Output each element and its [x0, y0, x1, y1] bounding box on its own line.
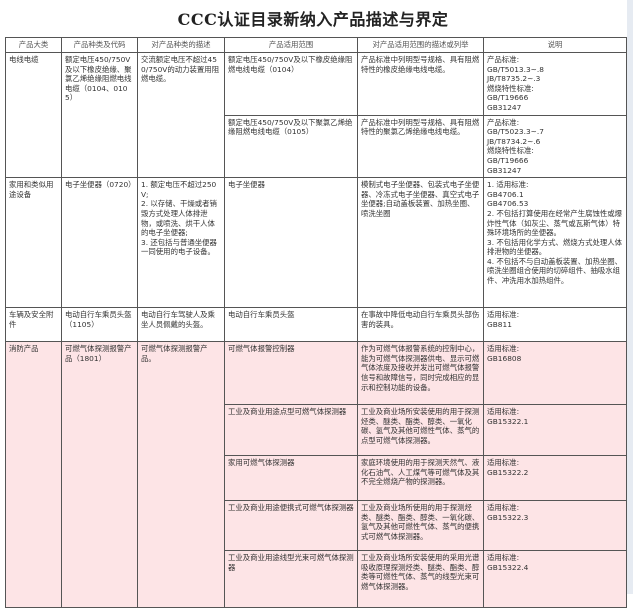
scope-description-cell: 家庭环境使用的用于探测天然气、液化石油气、人工煤气等可燃气体及其不完全燃烧产物的…: [357, 455, 484, 502]
notes-cell: 适用标准: GB811: [483, 307, 627, 343]
header-row: 产品大类 产品种类及代码 对产品种类的描述 产品适用范围 对产品适用范围的描述或列举 说明: [5, 37, 627, 53]
scope-cell: 电子坐便器: [224, 177, 358, 309]
scope-cell: 电动自行车乘员头盔: [224, 307, 358, 343]
column-header: 对产品适用范围的描述或列举: [357, 37, 484, 53]
scope-cell: 可燃气体报警控制器: [224, 341, 358, 406]
description-cell: 电动自行车驾驶人及乘坐人员佩戴的头盔。: [137, 307, 225, 343]
table-row: 工业及商业用途便携式可燃气体探测器 工业及商业场所使用的用于探测烃类、醚类、酯类、…: [6, 500, 627, 552]
notes-cell: 适用标准: GB15322.4: [483, 550, 627, 608]
description-cell: 1. 额定电压不超过250V; 2. 以存储、干燥或者销毁方式处理人体排泄物，或…: [137, 177, 225, 309]
notes-cell: 产品标准: GB/T5023.3~.7 JB/T8734.2~.6 燃烧特性标准…: [483, 114, 627, 179]
scrollbar-track[interactable]: [627, 0, 633, 594]
table-row: 工业及商业用途点型可燃气体探测器 工业及商业场所安装使用的用于探测烃类、醚类、酯类…: [6, 404, 627, 457]
category-cell: 家用和类似用途设备: [5, 177, 62, 309]
scope-description-cell: 产品标准中列明型号规格、具有阻燃特性的聚氯乙烯绝缘电线电缆。: [357, 114, 484, 179]
scope-cell: 工业及商业用途线型光束可燃气体探测器: [224, 550, 358, 608]
column-header: 产品适用范围: [224, 37, 358, 53]
column-header: 说明: [483, 37, 627, 53]
category-cell: 车辆及安全附件: [5, 307, 62, 343]
description-cell: 交流额定电压不超过450/750V的动力装置用阻燃电缆。: [137, 51, 225, 179]
scope-description-cell: 工业及商业场所安装使用的用于探测烃类、醚类、酯类、醇类、一氧化碳、氢气及其他可燃…: [357, 404, 484, 457]
scope-cell: 额定电压450/750V及以下聚氯乙烯绝缘阻燃电线电缆（0105）: [224, 114, 358, 179]
table-row: 家用和类似用途设备 电子坐便器（0720） 1. 额定电压不超过250V; 2. 以…: [5, 177, 627, 309]
table-row: 消防产品 可燃气体探测报警产品（1801） 可燃气体探测报警产品。 可燃气体报警控制器…: [5, 341, 627, 608]
scope-description-cell: 工业及商业场所使用的用于探测烃类、醚类、酯类、醇类、一氧化碳、氢气及其他可燃性气…: [357, 500, 484, 552]
category-cell: 电线电缆: [5, 51, 62, 179]
scope-description-cell: 工业及商业场所安装使用的采用光谱吸收原理探测烃类、醚类、酯类、醇类等可燃性气体、…: [357, 550, 484, 608]
notes-cell: 适用标准: GB16808: [483, 341, 627, 406]
product-cell: 电动自行车乘员头盔（1105）: [61, 307, 138, 343]
notes-cell: 适用标准: GB15322.1: [483, 404, 627, 457]
column-header: 对产品种类的描述: [137, 37, 225, 53]
scope-cell: 额定电压450/750V及以下橡皮绝缘阻燃电线电缆（0104）: [224, 52, 358, 116]
scope-cell: 工业及商业用途点型可燃气体探测器: [224, 404, 358, 457]
scope-description-cell: 模制式电子坐便器、包装式电子坐便器、冷冻式电子坐便器、真空式电子坐便器;自动盖板…: [357, 177, 484, 309]
table-row: 额定电压450/750V及以下聚氯乙烯绝缘阻燃电线电缆（0105） 产品标准中列明…: [6, 114, 627, 179]
notes-cell: 产品标准: GB/T5013.3~.8 JB/T8735.2~.3 燃烧特性标准…: [483, 52, 627, 116]
column-header: 产品种类及代码: [61, 37, 138, 53]
table-row: 家用可燃气体探测器 家庭环境使用的用于探测天然气、液化石油气、人工煤气等可燃气体及…: [6, 455, 627, 502]
product-table: 产品大类 产品种类及代码 对产品种类的描述 产品适用范围 对产品适用范围的描述或列举 说明…: [5, 37, 627, 608]
scope-cell: 家用可燃气体探测器: [224, 455, 358, 502]
scope-description-cell: 在事故中降低电动自行车乘员头部伤害的装具。: [357, 307, 484, 343]
page-title: CCC认证目录新纳入产品描述与界定: [177, 10, 449, 29]
table-row: 车辆及安全附件 电动自行车乘员头盔（1105） 电动自行车驾驶人及乘坐人员佩戴的头盔…: [5, 307, 627, 343]
description-cell: 可燃气体探测报警产品。: [137, 341, 225, 608]
notes-cell: 1. 适用标准: GB4706.1 GB4706.53 2. 不包括打算使用在经…: [483, 177, 627, 309]
scope-description-cell: 作为可燃气体报警系统的控制中心，能为可燃气体探测器供电、显示可燃气体浓度及接收并…: [357, 341, 484, 406]
product-cell: 电子坐便器（0720）: [61, 177, 138, 309]
notes-cell: 适用标准: GB15322.2: [483, 455, 627, 502]
column-header: 产品大类: [5, 37, 62, 53]
product-cell: 可燃气体探测报警产品（1801）: [61, 341, 138, 608]
scope-cell: 工业及商业用途便携式可燃气体探测器: [224, 500, 358, 552]
category-cell: 消防产品: [5, 341, 62, 608]
scope-description-cell: 产品标准中列明型号规格、具有阻燃特性的橡皮绝缘电线电缆。: [357, 52, 484, 116]
table-row: 电线电缆 额定电压450/750V及以下橡皮绝缘、聚氯乙烯绝缘阻燃电线电缆（010…: [5, 51, 627, 179]
notes-cell: 适用标准: GB15322.3: [483, 500, 627, 552]
product-cell: 额定电压450/750V及以下橡皮绝缘、聚氯乙烯绝缘阻燃电线电缆（0104、01…: [61, 51, 138, 179]
